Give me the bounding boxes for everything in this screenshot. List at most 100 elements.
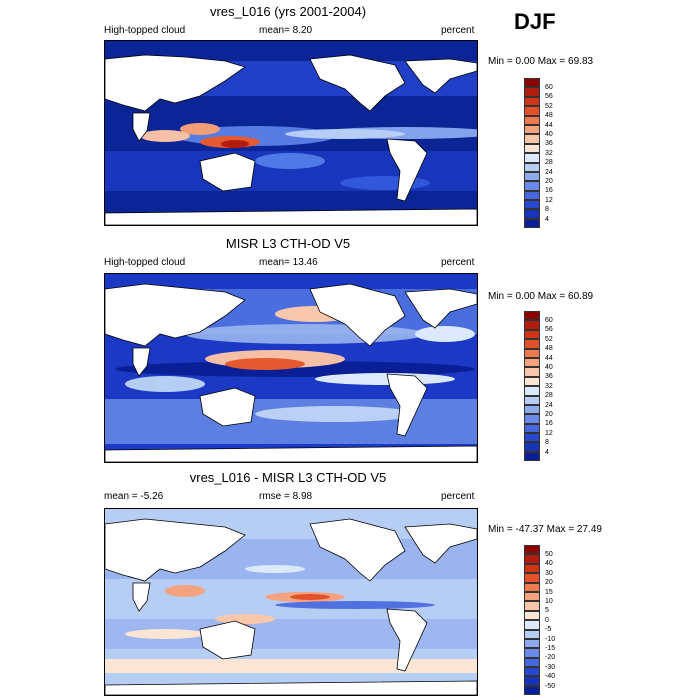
colorbar-cell [524, 171, 540, 182]
colorbar-cell [524, 153, 540, 163]
panel-2-colorbar-tick: 16 [545, 420, 553, 427]
colorbar-cell [524, 451, 540, 462]
colorbar-cell [524, 685, 540, 696]
panel-2-map [104, 273, 478, 463]
panel-2-colorbar-tick: 32 [545, 383, 553, 390]
colorbar-cell [524, 563, 540, 574]
panel-3-colorbar-tick: -5 [545, 626, 552, 633]
colorbar-cell [524, 124, 540, 135]
panel-2-mean: mean= 13.46 [259, 257, 318, 268]
panel-2-colorbar-tick: 44 [545, 355, 553, 362]
colorbar-cell [524, 676, 540, 686]
colorbar-cell [524, 357, 540, 368]
panel-3-colorbar-tick: -15 [545, 645, 556, 652]
panel-1-map [104, 40, 478, 226]
panel-3-title: vres_L016 - MISR L3 CTH-OD V5 [189, 470, 387, 485]
panel-3-colorbar-tick: 0 [545, 617, 549, 624]
panel-2-colorbar-tick: 20 [545, 411, 553, 418]
panel-1-colorbar-tick: 12 [545, 197, 553, 204]
panel-1-colorbar-tick: 60 [545, 84, 553, 91]
panel-2-colorbar-tick: 40 [545, 364, 553, 371]
colorbar-cell [524, 162, 540, 172]
colorbar-cell [524, 78, 540, 88]
panel-3-colorbar-tick: 20 [545, 579, 553, 586]
panel-3-colorbar-tick: 50 [545, 551, 553, 558]
colorbar-cell [524, 218, 540, 229]
panel-3-rmse: rmse = 8.98 [259, 491, 313, 502]
panel-2-colorbar-tick: 36 [545, 373, 553, 380]
panel-1-minmax: Min = 0.00 Max = 69.83 [488, 56, 594, 67]
panel-1-colorbar-tick: 32 [545, 150, 553, 157]
panel-3-colorbar-tick: -10 [545, 636, 556, 643]
panel-2-colorbar-tick: 56 [545, 326, 553, 333]
colorbar-cell [524, 638, 540, 649]
panel-2-colorbar-tick: 24 [545, 402, 553, 409]
panel-3-colorbar [524, 545, 540, 696]
colorbar-cell [524, 667, 540, 677]
colorbar-cell [524, 143, 540, 154]
colorbar-cell [524, 433, 540, 443]
panel-3-mean: mean = -5.26 [104, 491, 164, 502]
panel-1-colorbar-tick: 44 [545, 122, 553, 129]
panel-1-map-graphic [105, 41, 477, 225]
colorbar-cell [524, 404, 540, 415]
panel-3-colorbar-tick: 15 [545, 589, 553, 596]
panel-1-colorbar-tick: 52 [545, 103, 553, 110]
colorbar-cell [524, 367, 540, 377]
colorbar-cell [524, 423, 540, 434]
colorbar-cell [524, 87, 540, 97]
panel-3-colorbar-tick: 5 [545, 607, 549, 614]
panel-1-colorbar-tick: 4 [545, 216, 549, 223]
colorbar-cell [524, 96, 540, 107]
colorbar-cell [524, 545, 540, 555]
panel-2-minmax: Min = 0.00 Max = 60.89 [488, 291, 594, 302]
panel-3-colorbar-tick: 30 [545, 570, 553, 577]
panel-2-colorbar-tick: 8 [545, 439, 549, 446]
colorbar-cell [524, 320, 540, 330]
panel-2-title: MISR L3 CTH-OD V5 [225, 236, 351, 251]
colorbar-cell [524, 629, 540, 639]
panel-2-left-label: High-topped cloud [104, 257, 186, 268]
colorbar-cell [524, 106, 540, 116]
colorbar-cell [524, 339, 540, 349]
colorbar-cell [524, 573, 540, 583]
colorbar-cell [524, 190, 540, 201]
colorbar-cell [524, 115, 540, 125]
panel-3-minmax: Min = -47.37 Max = 27.49 [488, 524, 602, 535]
panel-1-colorbar-tick: 48 [545, 112, 553, 119]
panel-3-map [104, 508, 478, 696]
colorbar-cell [524, 648, 540, 658]
panel-1-mean: mean= 8.20 [259, 25, 313, 36]
panel-1-colorbar-tick: 36 [545, 140, 553, 147]
panel-2-colorbar-tick: 28 [545, 392, 553, 399]
colorbar-cell [524, 181, 540, 191]
colorbar-cell [524, 442, 540, 452]
panel-3-map-graphic [105, 509, 477, 695]
panel-1-colorbar-tick: 20 [545, 178, 553, 185]
panel-2-colorbar-tick: 60 [545, 317, 553, 324]
colorbar-cell [524, 311, 540, 321]
panel-3-units: percent [441, 491, 475, 502]
colorbar-cell [524, 376, 540, 387]
colorbar-cell [524, 386, 540, 396]
panel-3-colorbar-tick: -50 [545, 683, 556, 690]
panel-3-colorbar-tick: -20 [545, 654, 556, 661]
panel-2-colorbar-tick: 48 [545, 345, 553, 352]
colorbar-cell [524, 610, 540, 621]
colorbar-cell [524, 582, 540, 592]
panel-2-colorbar [524, 311, 540, 462]
panel-3-colorbar-tick: 10 [545, 598, 553, 605]
panel-3-colorbar-tick: -40 [545, 673, 556, 680]
panel-1-colorbar-tick: 24 [545, 169, 553, 176]
panel-1-title: vres_L016 (yrs 2001-2004) [209, 4, 367, 19]
panel-3-colorbar-tick: 40 [545, 560, 553, 567]
panel-1-colorbar-tick: 16 [545, 187, 553, 194]
colorbar-cell [524, 554, 540, 564]
panel-3-colorbar-tick: -30 [545, 664, 556, 671]
colorbar-cell [524, 209, 540, 219]
panel-2-colorbar-tick: 52 [545, 336, 553, 343]
panel-1-colorbar-tick: 28 [545, 159, 553, 166]
panel-2-units: percent [441, 257, 475, 268]
panel-1-colorbar-tick: 40 [545, 131, 553, 138]
panel-1-colorbar-tick: 8 [545, 206, 549, 213]
